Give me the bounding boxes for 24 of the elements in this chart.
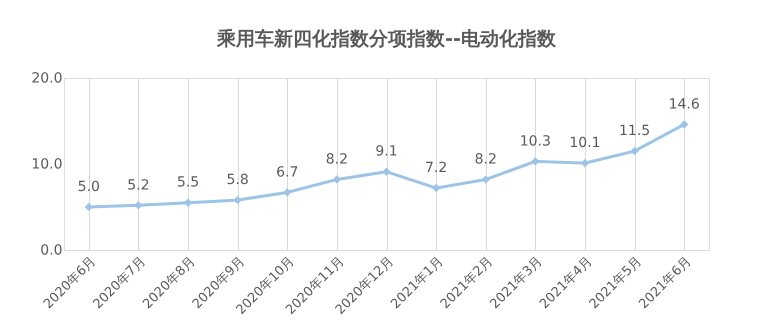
text: 8.2	[326, 151, 348, 168]
text: 10.3	[520, 133, 551, 150]
text: 14.6	[668, 96, 700, 112]
text: 8.2	[474, 151, 497, 168]
text: 9.1	[375, 144, 398, 160]
chart-title: 乘用车新四化指数分项指数--电动化指数	[216, 28, 557, 50]
point	[84, 202, 93, 212]
point	[382, 168, 391, 176]
point	[432, 184, 440, 192]
text: 7.2	[424, 160, 448, 176]
text: 11.5	[618, 123, 650, 140]
text: 6.7	[276, 164, 298, 180]
point	[482, 175, 490, 184]
point	[680, 120, 688, 129]
y-tick-label: 20.0	[31, 70, 62, 86]
point	[630, 146, 639, 156]
text: 5.8	[226, 172, 249, 188]
text: 5.5	[176, 174, 200, 191]
text: 10.1	[569, 135, 601, 152]
text: 5.2	[127, 177, 150, 194]
y-tick-label: 10.0	[31, 156, 62, 172]
point	[283, 188, 292, 197]
text: 5.0	[78, 179, 100, 195]
y-tick-label: 0.0	[40, 242, 62, 258]
